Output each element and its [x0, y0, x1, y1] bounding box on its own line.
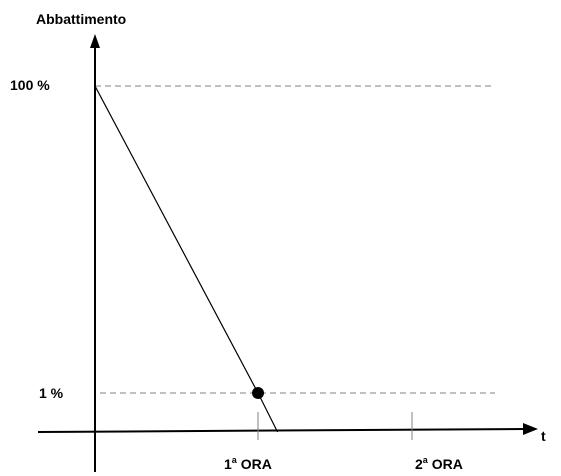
y-tick-label-1: 1 %: [39, 385, 64, 401]
y-axis-arrow-icon: [90, 34, 100, 48]
series-line: [94, 85, 279, 433]
x-tick-label-1: 1a ORA: [224, 455, 272, 472]
x-tick-label-2: 2a ORA: [415, 455, 463, 472]
x-axis-arrow-icon: [523, 423, 538, 435]
x-axis: [37, 428, 526, 433]
data-point-marker: [252, 387, 264, 399]
x-axis-label: t: [541, 428, 546, 444]
y-axis-label: Abbattimento: [36, 11, 126, 27]
y-tick-label-100: 100 %: [10, 77, 50, 93]
